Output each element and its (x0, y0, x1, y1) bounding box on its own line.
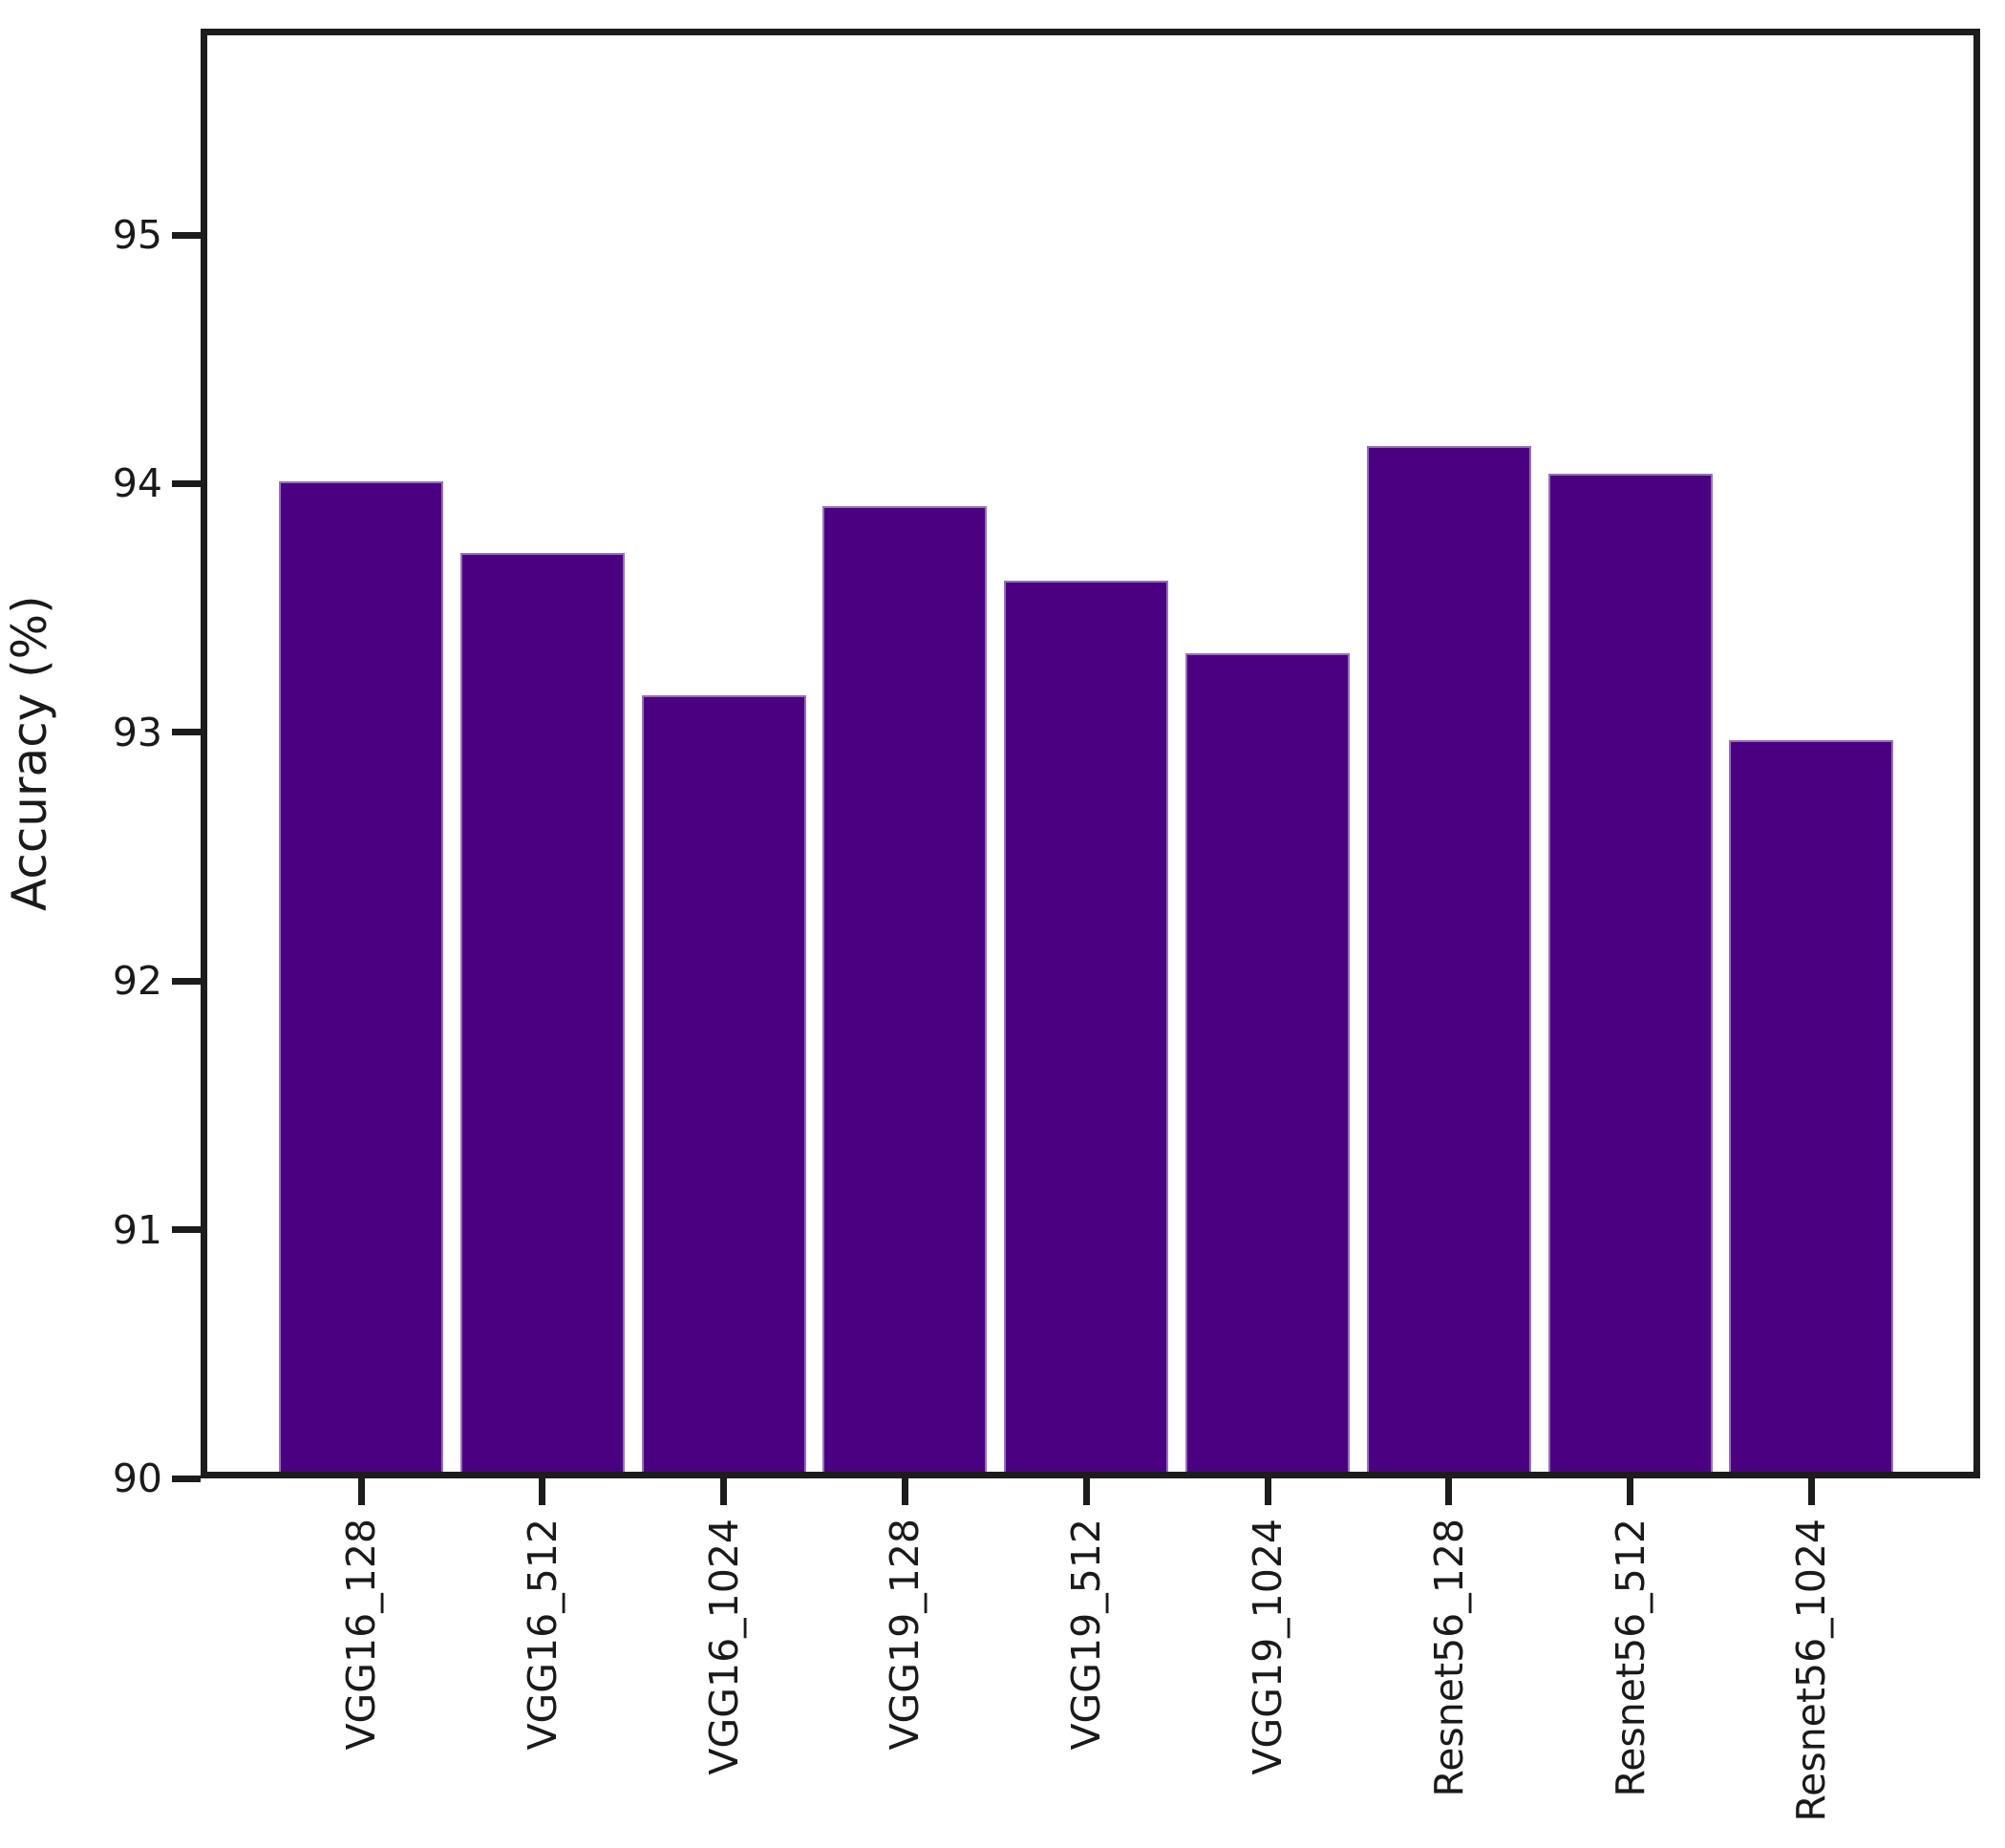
x-tick-mark (901, 1478, 908, 1505)
y-tick-label: 95 (112, 212, 162, 259)
y-tick-label: 91 (112, 1206, 162, 1253)
bar-vgg19_1024 (1185, 652, 1350, 1478)
y-tick-mark (172, 1475, 201, 1482)
x-tick-label: VGG16_1024 (700, 1519, 747, 1775)
x-tick-mark (1807, 1478, 1815, 1505)
y-tick-label: 93 (112, 709, 162, 755)
x-tick-mark (720, 1478, 728, 1505)
x-tick-mark (357, 1478, 365, 1505)
x-tick-mark (1445, 1478, 1453, 1505)
bar-vgg19_128 (822, 505, 988, 1478)
y-tick-label: 92 (112, 958, 162, 1005)
y-tick-mark (172, 729, 201, 736)
bar-resnet56_1024 (1729, 739, 1894, 1478)
y-tick-label: 90 (112, 1455, 162, 1501)
x-tick-label: Resnet56_512 (1607, 1519, 1653, 1797)
x-tick-label: VGG16_128 (338, 1519, 384, 1751)
x-tick-label: VGG16_512 (519, 1519, 565, 1751)
y-tick-label: 94 (112, 460, 162, 507)
x-tick-label: VGG19_512 (1063, 1519, 1110, 1751)
x-tick-mark (539, 1478, 546, 1505)
bar-resnet56_128 (1366, 446, 1531, 1478)
y-tick-mark (172, 231, 201, 239)
x-tick-label: Resnet56_128 (1425, 1519, 1472, 1797)
bar-resnet56_512 (1547, 474, 1713, 1478)
y-tick-mark (172, 479, 201, 487)
y-axis-title: Accuracy (%) (2, 595, 57, 912)
bar-vgg16_1024 (641, 694, 806, 1478)
x-tick-label: Resnet56_1024 (1788, 1519, 1835, 1822)
y-tick-mark (172, 1226, 201, 1234)
x-tick-label: VGG19_1024 (1245, 1519, 1290, 1775)
bar-vgg16_512 (459, 553, 625, 1478)
x-tick-mark (1082, 1478, 1090, 1505)
y-tick-mark (172, 977, 201, 985)
x-tick-label: VGG19_128 (882, 1519, 928, 1751)
bar-vgg16_128 (279, 480, 443, 1478)
x-tick-mark (1627, 1478, 1634, 1505)
x-tick-mark (1264, 1478, 1271, 1505)
bars-layer (201, 29, 1980, 1478)
bar-vgg19_512 (1004, 581, 1169, 1478)
